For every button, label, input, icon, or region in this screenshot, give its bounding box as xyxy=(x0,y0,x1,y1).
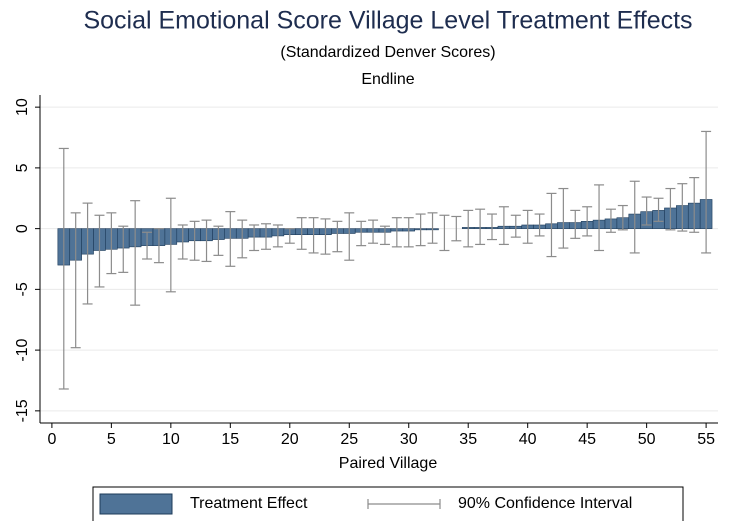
error-bar xyxy=(249,224,260,252)
error-bar xyxy=(284,228,295,244)
error-bar xyxy=(142,231,153,260)
error-bar xyxy=(641,196,652,226)
error-bar xyxy=(368,219,379,244)
x-tick-label: 0 xyxy=(47,431,56,448)
error-bar xyxy=(546,192,557,258)
x-tick-label: 35 xyxy=(459,431,477,448)
error-bar xyxy=(308,217,319,254)
error-bar xyxy=(689,177,700,233)
error-bar xyxy=(427,212,438,244)
error-bar xyxy=(522,209,533,244)
error-bar xyxy=(487,213,497,241)
legend-label: 90% Confidence Interval xyxy=(458,495,632,512)
error-bar xyxy=(344,212,355,261)
x-tick-label: 15 xyxy=(221,431,239,448)
x-tick-label: 45 xyxy=(578,431,596,448)
error-bar xyxy=(570,209,581,239)
y-tick-label: -15 xyxy=(14,399,31,422)
chart-subtitle: (Standardized Denver Scores) xyxy=(280,44,495,61)
legend-swatch xyxy=(99,493,173,515)
error-bar xyxy=(177,224,188,260)
y-tick-label: 10 xyxy=(14,98,31,116)
x-tick-label: 30 xyxy=(400,431,418,448)
error-bar xyxy=(213,225,224,256)
x-axis-label: Paired Village xyxy=(339,455,438,472)
error-bar xyxy=(130,200,141,306)
error-bar xyxy=(165,197,176,293)
error-bar xyxy=(665,187,676,231)
legend-label: Treatment Effect xyxy=(190,495,308,512)
error-bar xyxy=(415,213,426,247)
error-bar xyxy=(475,208,486,246)
x-tick-label: 40 xyxy=(519,431,537,448)
x-tick-label: 25 xyxy=(340,431,358,448)
error-bar xyxy=(272,224,283,248)
error-bar xyxy=(617,204,628,231)
error-bar xyxy=(94,214,105,288)
error-bar xyxy=(70,212,81,349)
error-bar xyxy=(237,219,248,259)
error-bar xyxy=(58,147,69,390)
error-bar xyxy=(296,217,307,250)
error-bar xyxy=(379,225,390,246)
error-bar xyxy=(534,213,545,237)
error-bar xyxy=(498,206,509,246)
error-bar xyxy=(594,184,605,252)
error-bar xyxy=(391,217,402,248)
x-tick-label: 50 xyxy=(638,431,656,448)
error-bar xyxy=(653,197,664,222)
error-bar xyxy=(558,187,569,249)
x-tick-label: 5 xyxy=(107,431,116,448)
error-bar xyxy=(189,220,200,261)
y-tick-label: 5 xyxy=(14,163,31,172)
error-bar xyxy=(332,220,343,253)
error-bar xyxy=(118,225,129,273)
error-bar xyxy=(701,130,712,254)
error-bar xyxy=(582,206,593,237)
error-bar xyxy=(261,223,271,250)
error-bar xyxy=(320,218,331,255)
error-bar xyxy=(403,217,414,248)
x-tick-label: 20 xyxy=(281,431,299,448)
error-bar xyxy=(356,220,367,247)
y-tick-label: 0 xyxy=(14,224,31,233)
error-bar xyxy=(605,208,616,233)
error-bar xyxy=(463,209,474,248)
error-bar xyxy=(82,202,93,305)
error-bar xyxy=(510,214,521,238)
x-tick-label: 55 xyxy=(697,431,715,448)
error-bar xyxy=(677,183,688,232)
y-tick-label: -10 xyxy=(14,338,31,361)
error-bar xyxy=(153,228,164,264)
error-bar xyxy=(451,215,462,242)
error-bar xyxy=(225,211,236,267)
error-bar xyxy=(439,214,450,252)
x-tick-label: 10 xyxy=(162,431,180,448)
error-bar xyxy=(629,180,640,254)
chart-title: Social Emotional Score Village Level Tre… xyxy=(83,7,692,35)
y-tick-label: -5 xyxy=(14,282,31,296)
chart-subtitle: Endline xyxy=(361,71,414,88)
error-bar xyxy=(106,212,117,275)
error-bar xyxy=(201,219,212,263)
